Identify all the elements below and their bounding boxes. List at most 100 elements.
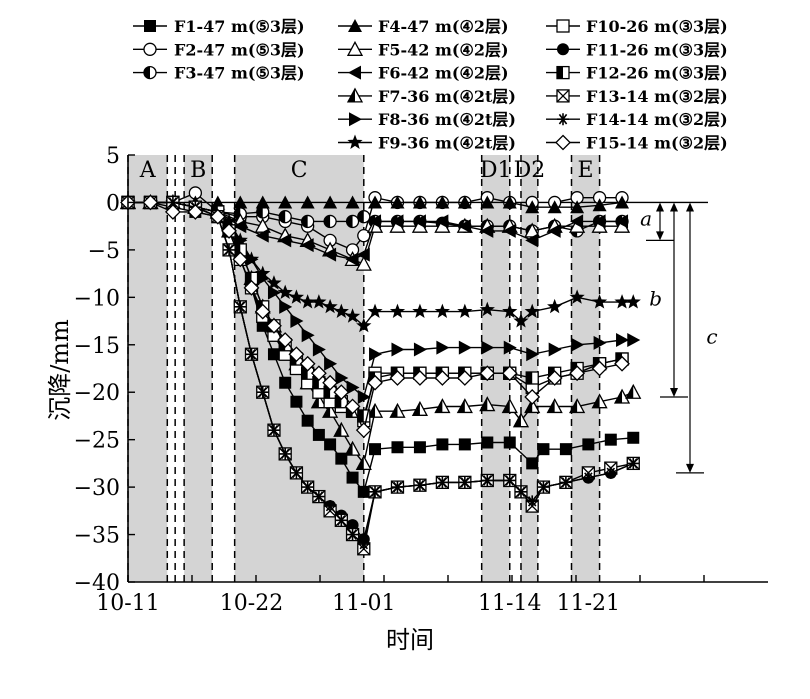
data-point — [435, 214, 449, 229]
data-point — [221, 222, 237, 239]
legend-label: F5-42 m(④2层) — [378, 40, 509, 59]
data-point — [436, 438, 449, 451]
data-point — [627, 457, 640, 470]
data-point — [457, 219, 471, 234]
legend-item: F6-42 m(④2层) — [338, 64, 509, 83]
data-point — [301, 481, 314, 494]
data-point — [412, 303, 428, 319]
data-point — [256, 386, 269, 399]
data-point — [210, 195, 225, 209]
data-point — [164, 204, 181, 220]
data-point — [221, 213, 237, 228]
data-point — [166, 196, 179, 209]
region-label: B — [190, 158, 206, 183]
data-point — [310, 393, 327, 409]
data-point — [322, 298, 338, 314]
data-point — [312, 428, 325, 441]
data-point — [514, 485, 527, 498]
data-point — [323, 247, 337, 262]
data-point — [278, 210, 292, 224]
data-point — [481, 474, 494, 487]
data-point — [300, 214, 315, 229]
legend-marker — [143, 42, 157, 56]
data-point — [537, 443, 550, 456]
legend-item: F10-26 m(③3层) — [546, 17, 728, 36]
legend-marker — [557, 113, 569, 126]
legend-item: F8-36 m(④2t层) — [338, 110, 516, 129]
data-point — [300, 238, 314, 253]
data-point — [571, 337, 585, 352]
data-point — [324, 438, 337, 451]
legend-label: F13-14 m(③2层) — [586, 87, 728, 106]
data-point — [288, 289, 305, 304]
legend-item: F2-47 m(⑤3层) — [133, 40, 305, 59]
data-point — [390, 214, 404, 229]
data-point — [614, 355, 630, 372]
data-point — [592, 198, 607, 212]
data-point — [615, 214, 629, 229]
data-point — [526, 495, 539, 508]
data-point — [613, 388, 631, 404]
data-point — [570, 214, 584, 229]
x-tick-label: 11-01 — [332, 591, 395, 616]
region-label: C — [291, 158, 308, 183]
legend-label: F15-14 m(③2层) — [586, 134, 728, 153]
legend-marker — [349, 112, 362, 127]
data-point — [367, 303, 383, 319]
legend-item: F15-14 m(③2层) — [546, 134, 728, 153]
data-point — [591, 294, 608, 309]
data-point — [357, 538, 370, 551]
data-point — [582, 471, 595, 484]
data-point — [277, 284, 293, 300]
data-point — [524, 398, 541, 414]
data-point — [434, 303, 450, 319]
data-point — [356, 247, 370, 262]
data-point — [346, 380, 360, 395]
data-point — [355, 455, 372, 471]
data-point — [369, 485, 382, 498]
annotation-arrow-b — [670, 202, 678, 212]
data-point — [481, 436, 494, 449]
legend-marker — [556, 19, 570, 33]
data-point — [335, 514, 348, 527]
data-point — [300, 294, 316, 309]
x-tick-label: 11-21 — [557, 591, 620, 616]
data-point — [233, 195, 248, 209]
data-point — [480, 223, 494, 238]
y-tick-label: 0 — [106, 191, 120, 216]
data-point — [277, 332, 294, 348]
x-axis-label: 时间 — [386, 626, 434, 654]
data-point — [389, 370, 406, 386]
data-point — [266, 317, 282, 334]
data-point — [333, 303, 349, 319]
y-axis-label: 沉降/mm — [46, 319, 74, 421]
data-point — [344, 440, 361, 456]
data-point — [501, 365, 518, 382]
data-point — [267, 348, 280, 361]
data-point — [323, 214, 337, 229]
legend-item: F13-14 m(③2层) — [546, 87, 728, 106]
data-point — [345, 252, 359, 267]
data-point — [267, 424, 280, 437]
legend-label: F9-36 m(④2t层) — [378, 134, 516, 153]
data-point — [368, 214, 382, 229]
data-point — [355, 255, 372, 271]
legend-label: F2-47 m(⑤3层) — [174, 40, 305, 59]
data-point — [582, 438, 595, 451]
data-point — [503, 474, 516, 487]
data-point — [503, 340, 517, 355]
y-tick-label: −35 — [74, 524, 120, 549]
legend-label: F8-36 m(④2t层) — [378, 110, 516, 129]
data-point — [569, 398, 586, 414]
data-point — [243, 251, 260, 266]
series-15 — [120, 194, 630, 439]
legend-marker — [556, 65, 570, 80]
annotation-label-c: c — [706, 325, 717, 349]
data-point — [548, 342, 562, 357]
data-point — [546, 370, 563, 386]
region-label: D2 — [514, 158, 546, 183]
legend-item: F4-47 m(④2层) — [338, 17, 509, 36]
data-point — [458, 340, 472, 355]
y-tick-label: −25 — [74, 429, 120, 454]
legend-label: F1-47 m(⑤3层) — [174, 17, 305, 36]
